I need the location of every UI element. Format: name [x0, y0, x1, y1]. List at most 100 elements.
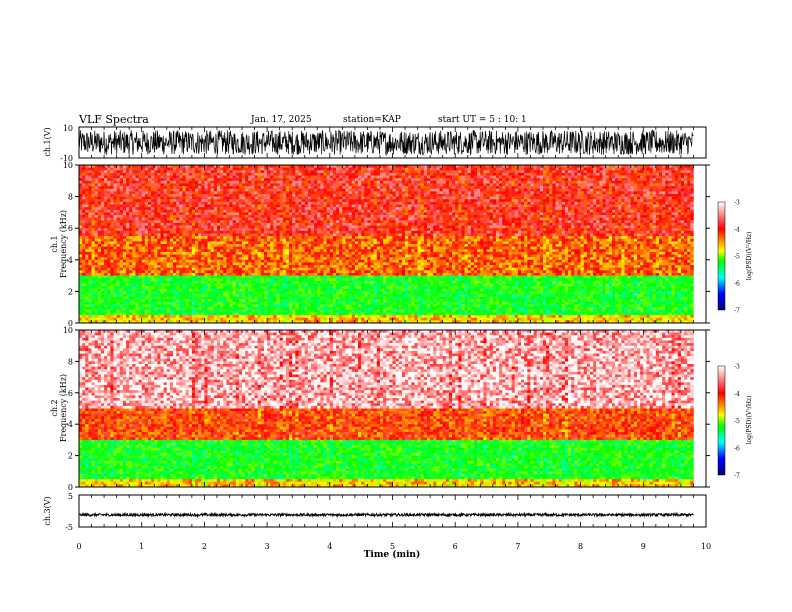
spectrogram-cell — [308, 255, 311, 258]
spectrogram-cell — [182, 289, 185, 292]
spectrogram-cell — [273, 265, 276, 268]
spectrogram-cell — [208, 218, 211, 221]
spectrogram-cell — [179, 318, 182, 321]
spectrogram-cell — [148, 310, 151, 313]
spectrogram-cell — [198, 236, 201, 239]
spectrogram-cell — [173, 223, 176, 226]
spectrogram-cell — [208, 299, 211, 302]
spectrogram-cell — [239, 291, 242, 294]
spectrogram-cell — [239, 289, 242, 292]
spectrogram-cell — [135, 297, 138, 300]
spectrogram-cell — [245, 223, 248, 226]
spectrogram-cell — [126, 231, 129, 234]
spectrogram-cell — [286, 210, 289, 213]
spectrogram-cell — [330, 220, 333, 223]
spectrogram-cell — [317, 315, 320, 318]
spectrogram-cell — [85, 255, 88, 258]
spectrogram-cell — [292, 220, 295, 223]
spectrogram-cell — [179, 181, 182, 184]
spectrogram-cell — [186, 186, 189, 189]
spectrogram-cell — [204, 302, 207, 305]
spectrogram-cell — [208, 181, 211, 184]
spectrogram-cell — [236, 307, 239, 310]
spectrogram-cell — [164, 284, 167, 287]
spectrogram-cell — [179, 223, 182, 226]
spectrogram-cell — [135, 262, 138, 265]
spectrogram-cell — [248, 226, 251, 229]
spectrogram-cell — [317, 231, 320, 234]
spectrogram-cell — [214, 310, 217, 313]
spectrogram-cell — [273, 186, 276, 189]
spectrogram-cell — [157, 205, 160, 208]
spectrogram-cell — [258, 205, 261, 208]
spectrogram-cell — [189, 260, 192, 263]
spectrogram-cell — [186, 223, 189, 226]
spectrogram-cell — [333, 183, 336, 186]
spectrogram-cell — [195, 299, 198, 302]
spectrogram-cell — [176, 194, 179, 197]
spectrogram-cell — [182, 312, 185, 315]
spectrogram-cell — [186, 260, 189, 263]
spectrogram-cell — [170, 305, 173, 308]
spectrogram-cell — [120, 189, 123, 192]
spectrogram-cell — [223, 183, 226, 186]
spectrogram-cell — [251, 252, 254, 255]
spectrogram-cell — [273, 189, 276, 192]
spectrogram-cell — [302, 202, 305, 205]
spectrogram-cell — [324, 297, 327, 300]
spectrogram-cell — [85, 281, 88, 284]
spectrogram-cell — [298, 252, 301, 255]
spectrogram-cell — [211, 268, 214, 271]
spectrogram-cell — [198, 173, 201, 176]
spectrogram-cell — [173, 262, 176, 265]
spectrogram-cell — [88, 315, 91, 318]
spectrogram-cell — [201, 186, 204, 189]
spectrogram-cell — [314, 270, 317, 273]
spectrogram-cell — [320, 181, 323, 184]
spectrogram-cell — [267, 252, 270, 255]
spectrogram-cell — [129, 226, 132, 229]
spectrogram-cell — [132, 249, 135, 252]
spectrogram-cell — [154, 276, 157, 279]
spectrogram-cell — [214, 241, 217, 244]
spectrogram-cell — [98, 268, 101, 271]
spectrogram-cell — [317, 270, 320, 273]
spectrogram-cell — [195, 260, 198, 263]
spectrogram-cell — [220, 262, 223, 265]
spectrogram-cell — [261, 236, 264, 239]
spectrogram-cell — [248, 181, 251, 184]
spectrogram-cell — [239, 268, 242, 271]
spectrogram-cell — [189, 310, 192, 313]
spectrogram-cell — [258, 212, 261, 215]
spectrogram-cell — [298, 244, 301, 247]
spectrogram-cell — [305, 305, 308, 308]
spectrogram-cell — [123, 202, 126, 205]
spectrogram-cell — [324, 220, 327, 223]
spectrogram-cell — [258, 302, 261, 305]
spectrogram-cell — [195, 183, 198, 186]
spectrogram-cell — [120, 176, 123, 179]
spectrogram-cell — [92, 186, 95, 189]
spectrogram-cell — [157, 286, 160, 289]
spectrogram-cell — [167, 315, 170, 318]
spectrogram-cell — [251, 297, 254, 300]
spectrogram-cell — [236, 252, 239, 255]
spectrogram-cell — [283, 318, 286, 321]
spectrogram-cell — [79, 178, 82, 181]
spectrogram-cell — [120, 241, 123, 244]
spectrogram-cell — [324, 247, 327, 250]
spectrogram-cell — [179, 241, 182, 244]
spectrogram-cell — [148, 212, 151, 215]
spectrogram-cell — [211, 257, 214, 260]
spectrogram-cell — [79, 189, 82, 192]
spectrogram-cell — [248, 241, 251, 244]
spectrogram-cell — [123, 247, 126, 250]
spectrogram-cell — [129, 223, 132, 226]
spectrogram-cell — [258, 186, 261, 189]
spectrogram-cell — [320, 315, 323, 318]
spectrogram-cell — [173, 305, 176, 308]
spectrogram-cell — [204, 262, 207, 265]
spectrogram-cell — [154, 210, 157, 213]
spectrogram-cell — [327, 236, 330, 239]
spectrogram-cell — [170, 286, 173, 289]
